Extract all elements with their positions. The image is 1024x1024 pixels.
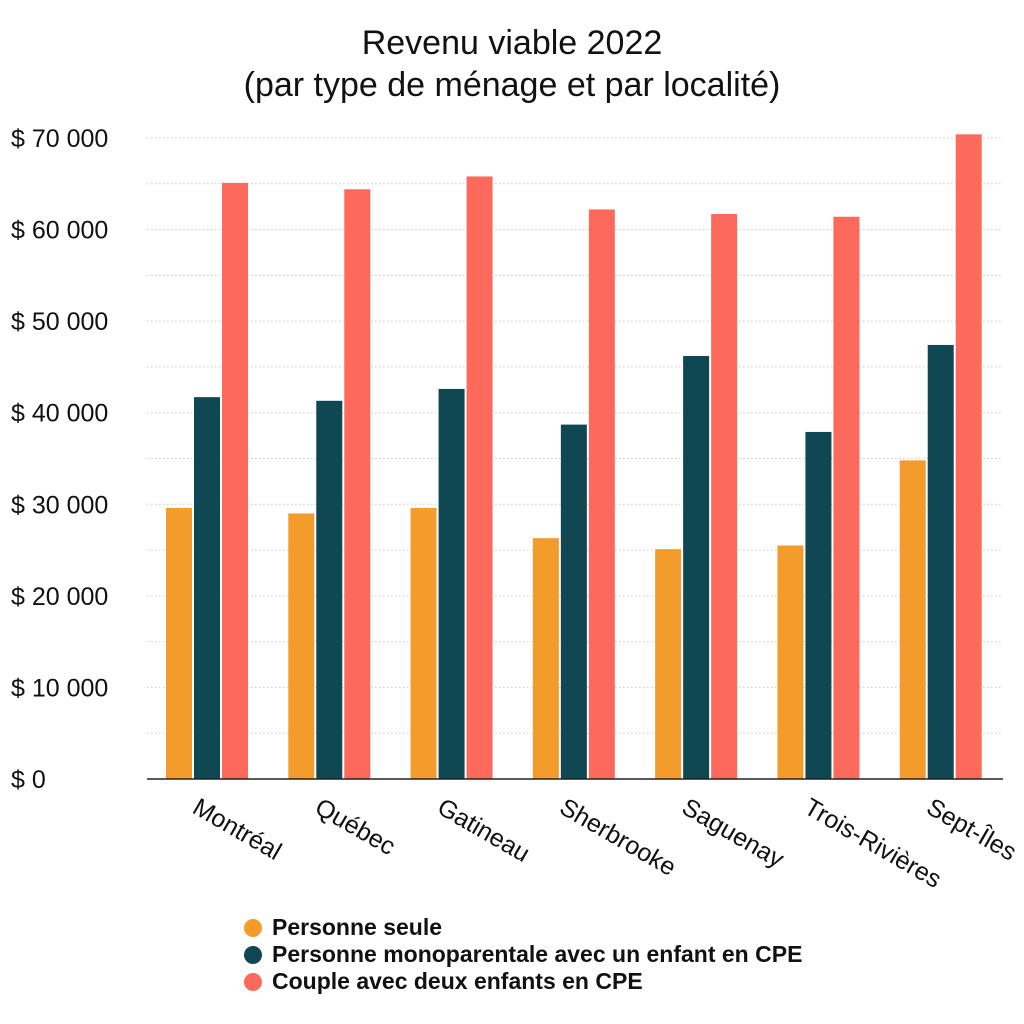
- y-tick-label: $ 20 000: [11, 583, 108, 611]
- bar-trois-rivieres-personne-monoparentale-avec-un-enfant-en-cpe: [805, 431, 832, 779]
- bar-montreal-couple-avec-deux-enfants-en-cpe: [222, 182, 248, 779]
- legend-label-personne-seule: Personne seule: [272, 914, 443, 940]
- y-tick-label: $ 40 000: [11, 400, 108, 428]
- x-tick-label-saguenay: Saguenay: [677, 793, 789, 874]
- y-tick-label: $ 0: [11, 766, 46, 794]
- bar-gatineau-couple-avec-deux-enfants-en-cpe: [466, 176, 493, 779]
- y-tick-label: $ 30 000: [11, 491, 108, 519]
- legend-swatch-couple: [244, 972, 262, 991]
- y-tick-label: $ 70 000: [11, 125, 108, 153]
- bars: [166, 134, 982, 780]
- bar-sept-iles-personne-monoparentale-avec-un-enfant-en-cpe: [927, 344, 954, 779]
- bar-gatineau-personne-seule: [410, 507, 437, 779]
- y-tick-label: $ 60 000: [11, 217, 108, 245]
- x-tick-label-sherbrooke: Sherbrooke: [555, 793, 681, 882]
- y-axis: $ 0 $ 10 000 $ 20 000 $ 30 000 $ 40 000 $ 50 …: [11, 125, 108, 794]
- legend-item-personne-seule: Personne seule: [244, 914, 802, 941]
- legend-item-monoparentale: Personne monoparentale avec un enfant en…: [244, 941, 802, 968]
- bar-sherbrooke-personne-seule: [532, 538, 559, 779]
- x-axis: Montréal Québec Gatineau SherbrookeSaguenay…: [147, 778, 1022, 894]
- bar-trois-rivieres-couple-avec-deux-enfants-en-cpe: [833, 216, 860, 779]
- bar-saguenay-couple-avec-deux-enfants-en-cpe: [711, 214, 738, 780]
- bar-quebec-personne-monoparentale-avec-un-enfant-en-cpe: [316, 400, 343, 779]
- bar-quebec-couple-avec-deux-enfants-en-cpe: [344, 189, 371, 779]
- bar-sept-iles-personne-seule: [899, 460, 926, 779]
- legend: Personne seule Personne monoparentale av…: [244, 914, 802, 995]
- bar-saguenay-personne-seule: [655, 549, 682, 779]
- bar-saguenay-personne-monoparentale-avec-un-enfant-en-cpe: [683, 355, 710, 779]
- x-tick-label-quebec: Québec: [310, 793, 400, 861]
- bar-quebec-personne-seule: [288, 513, 315, 779]
- legend-swatch-personne-seule: [244, 918, 262, 937]
- bar-trois-rivieres-personne-seule: [777, 545, 804, 779]
- x-tick-label-gatineau: Gatineau: [433, 793, 535, 868]
- x-tick-label-sept-iles: Sept-Îles: [922, 792, 1022, 866]
- chart-title-line-1: Revenu viable 2022: [361, 24, 663, 62]
- legend-label-monoparentale: Personne monoparentale avec un enfant en…: [272, 941, 803, 967]
- bar-sept-iles-couple-avec-deux-enfants-en-cpe: [955, 134, 982, 779]
- bar-sherbrooke-couple-avec-deux-enfants-en-cpe: [588, 209, 615, 779]
- x-tick-label-trois-rivieres: Trois-Rivières: [799, 793, 946, 894]
- legend-swatch-monoparentale: [244, 945, 262, 964]
- y-tick-label: $ 10 000: [11, 674, 108, 702]
- bar-gatineau-personne-monoparentale-avec-un-enfant-en-cpe: [438, 388, 465, 779]
- x-tick-label-montreal: Montréal: [188, 793, 286, 866]
- legend-label-couple: Couple avec deux enfants en CPE: [272, 968, 643, 994]
- legend-item-couple: Couple avec deux enfants en CPE: [244, 968, 802, 995]
- bar-sherbrooke-personne-monoparentale-avec-un-enfant-en-cpe: [560, 424, 587, 779]
- chart-title-line-2: (par type de ménage et par localité): [243, 66, 781, 104]
- bar-montreal-personne-seule: [166, 507, 192, 779]
- chart-title: Revenu viable 2022 (par type de ménage e…: [0, 22, 1024, 106]
- y-tick-label: $ 50 000: [11, 308, 108, 336]
- bar-montreal-personne-monoparentale-avec-un-enfant-en-cpe: [194, 397, 220, 779]
